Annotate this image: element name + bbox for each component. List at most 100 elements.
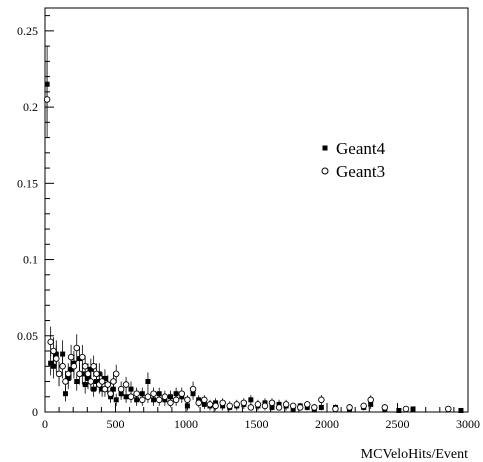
geant3-point (133, 390, 140, 397)
y-axis-ticks: 0 0.05 0.1 0.15 0.2 0.25 (17, 15, 54, 419)
geant3-point (79, 353, 86, 361)
geant3-point (59, 363, 66, 370)
geant3-point (261, 402, 269, 410)
geant4-point (396, 407, 402, 413)
geant3-point (184, 396, 191, 404)
geant3-point (189, 385, 197, 393)
geant3-point (98, 378, 106, 385)
x-axis-label: MCVeloHits/Event (361, 447, 468, 462)
geant3-point (81, 363, 89, 370)
geant3-point (76, 370, 83, 378)
geant3-point (381, 404, 389, 411)
geant3-point (122, 381, 130, 388)
geant3-point (87, 378, 95, 385)
legend-label-geant3: Geant3 (336, 162, 385, 181)
geant4-point (50, 363, 56, 369)
y-tick-label: 0.25 (17, 24, 38, 38)
geant4-point (48, 360, 54, 366)
geant4-point (62, 391, 68, 397)
geant3-point (346, 404, 353, 411)
geant4-point (167, 394, 173, 400)
geant3-point (47, 338, 54, 346)
geant4-point (248, 397, 254, 403)
geant3-point (402, 405, 410, 413)
x-tick-label: 1000 (174, 417, 198, 431)
geant3-point (212, 402, 219, 410)
geant3-point (150, 390, 157, 397)
geant3-point (104, 381, 111, 388)
geant3-point (445, 405, 452, 413)
geant3-point (161, 393, 169, 401)
geant4-point (113, 397, 119, 403)
geant3-point (62, 378, 69, 385)
geant4-point (184, 403, 190, 409)
geant3-point (318, 396, 325, 404)
y-tick-label: 0.15 (17, 176, 38, 190)
x-axis-ticks: 0 500 1000 1500 2000 2500 3000 (42, 403, 480, 431)
x-tick-label: 1500 (245, 417, 269, 431)
geant3-point (268, 399, 276, 407)
geant3-point (226, 402, 233, 410)
x-tick-label: 2500 (386, 417, 410, 431)
geant3-point (112, 370, 120, 378)
geant3-point (206, 401, 214, 408)
plot-frame (44, 7, 469, 413)
geant3-point (254, 401, 262, 408)
geant3-point (233, 401, 241, 408)
y-tick-label: 0.1 (23, 253, 38, 267)
geant3-point (67, 353, 75, 361)
legend-label-geant4: Geant4 (336, 139, 386, 158)
geant4-point (91, 386, 97, 392)
geant4-point (74, 379, 80, 385)
geant3-point (296, 404, 304, 411)
x-tick-label: 0 (42, 417, 48, 431)
geant4-point (82, 382, 88, 388)
geant4-point (128, 386, 134, 392)
geant4-point (123, 394, 129, 400)
geant3-point (90, 363, 97, 370)
geant3-point (107, 390, 114, 397)
series-geant3 (43, 61, 452, 413)
x-tick-label: 3000 (456, 417, 480, 431)
geant3-point (172, 396, 180, 404)
geant3-point (65, 370, 72, 378)
geant3-point (311, 404, 318, 411)
geant3-point (219, 399, 226, 407)
geant3-point (53, 355, 60, 362)
geant3-point (282, 401, 290, 408)
geant3-point (275, 404, 283, 411)
geant3-point (127, 393, 135, 401)
geant3-point (70, 363, 78, 370)
legend-marker-geant4 (322, 145, 328, 151)
geant3-point (155, 396, 163, 404)
geant3-point (117, 385, 125, 393)
legend-marker-geant3 (321, 167, 329, 175)
x-tick-label: 2000 (315, 417, 339, 431)
x-tick-label: 500 (107, 417, 125, 431)
series-geant4 (44, 46, 464, 413)
geant3-point (73, 344, 80, 352)
geant3-point (144, 393, 152, 401)
geant4-point (88, 366, 94, 372)
geant3-point (289, 402, 297, 410)
geant4-point (458, 407, 464, 413)
geant3-point (43, 96, 51, 103)
data-points (43, 46, 464, 413)
geant3-point (93, 370, 100, 378)
geant3-point (195, 399, 202, 407)
geant3-point (110, 378, 117, 385)
geant3-point (332, 405, 339, 413)
legend: Geant4 Geant3 (321, 139, 386, 181)
geant3-point (367, 396, 374, 404)
geant4-point (145, 379, 151, 385)
geant3-point (139, 396, 146, 404)
geant3-point (55, 370, 63, 378)
geant3-point (201, 396, 208, 404)
geant3-point (178, 390, 186, 397)
y-tick-label: 0.05 (17, 329, 38, 343)
y-tick-label: 0.2 (23, 100, 38, 114)
geant3-point (84, 370, 92, 378)
geant3-point (304, 401, 311, 408)
geant3-point (50, 347, 57, 355)
